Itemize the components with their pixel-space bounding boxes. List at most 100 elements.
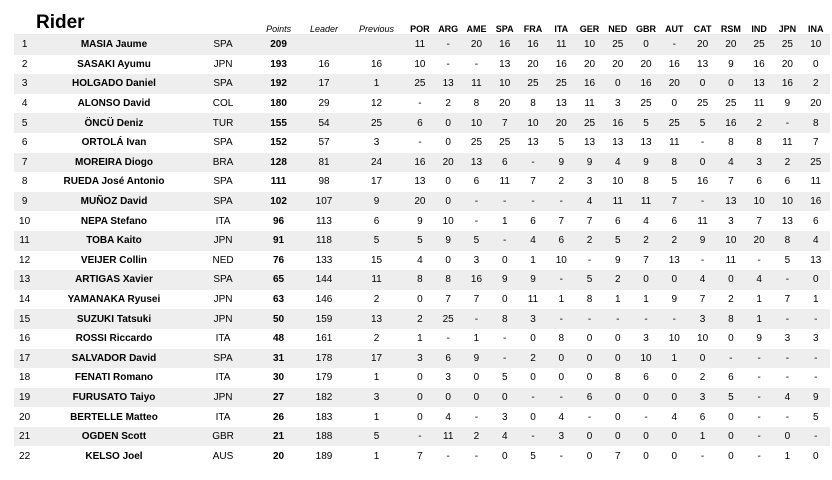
table-row[interactable]: 19 FURUSATO Taiyo JPN 27 182 3 0 0 0 0- -6 0 0 0 3 5-4 9 bbox=[14, 387, 830, 408]
leader-column-header[interactable]: Leader bbox=[300, 12, 348, 35]
race-result-cell: 0 bbox=[547, 348, 576, 369]
race-result-cell: 7 bbox=[445, 294, 451, 306]
race-column-header[interactable]: CAT bbox=[688, 12, 717, 35]
race-result-cell: 13 bbox=[640, 137, 652, 149]
previous-column-header[interactable]: Previous bbox=[347, 12, 406, 35]
race-result-cell: 4 bbox=[801, 230, 830, 251]
race-result-cell: 2 bbox=[405, 309, 435, 329]
race-column-header[interactable]: SPA bbox=[490, 12, 519, 35]
race-result-cell: 0 bbox=[417, 411, 423, 423]
race-result-cell: 25 bbox=[744, 34, 774, 55]
nationality-cell: SPA bbox=[189, 191, 257, 212]
table-row[interactable]: 3 HOLGADO Daniel SPA 192 17 1 25 13 11 10 25 25 16 0 1… bbox=[14, 74, 830, 94]
race-result-cell: 0 bbox=[417, 372, 423, 384]
race-column-header[interactable]: JPN bbox=[773, 12, 802, 35]
position-cell: 16 bbox=[19, 333, 31, 345]
race-result-cell: 9 bbox=[462, 348, 491, 369]
points-cell: 209 bbox=[256, 34, 301, 55]
table-row[interactable]: 6 ORTOLÁ Ivan SPA 152 57 3 - 0 25 25 13 5 13 13 13 11 - 8… bbox=[14, 133, 830, 153]
table-row[interactable]: 13 ARTIGAS Xavier SPA 65 144 11 8 8 16 9 9-5 2 0 0 4 0 4… bbox=[14, 270, 830, 290]
position-cell: 18 bbox=[19, 372, 31, 384]
table-row[interactable]: 15 SUZUKI Tatsuki JPN 50 159 13 2 25-8 3- - - - -3 8 1… bbox=[14, 309, 830, 329]
race-result-cell: 11 bbox=[527, 294, 539, 306]
race-result-cell: 0 bbox=[643, 450, 649, 462]
race-result-cell: - bbox=[716, 348, 745, 369]
table-row[interactable]: 16 ROSSI Riccardo ITA 48 161 2 1 - 1 - 0 8 0 0 3 10 10 0 9… bbox=[14, 329, 830, 349]
race-column-header[interactable]: AME bbox=[462, 12, 491, 35]
points-column-header[interactable]: Points bbox=[256, 12, 301, 35]
race-column-header[interactable]: IND bbox=[744, 12, 774, 35]
table-row[interactable]: 4 ALONSO David COL 180 29 12 - 2 8 20 8 13 11 3 25 0 25 2… bbox=[14, 94, 830, 114]
race-result-cell: 0 bbox=[671, 372, 678, 384]
points-cell: 193 bbox=[270, 58, 287, 70]
rider-name-cell: SASAKI Ayumu bbox=[77, 58, 151, 70]
table-row[interactable]: 17 SALVADOR David SPA 31 178 17 3 6 9-2 0 0 0 10 1 0- -… bbox=[14, 348, 830, 369]
race-result-cell: 10 bbox=[801, 34, 830, 55]
race-column-header[interactable]: NED bbox=[603, 12, 632, 35]
position-cell: 7 bbox=[14, 152, 39, 173]
race-column-header[interactable]: FRA bbox=[518, 12, 548, 35]
leader-gap-cell: 29 bbox=[318, 98, 330, 110]
race-result-cell: 13 bbox=[697, 58, 709, 70]
race-result-cell: 11 bbox=[434, 426, 463, 447]
table-row[interactable]: 2 SASAKI Ayumu JPN 193 16 16 10 - - 13 20 16 20 20 20 1… bbox=[14, 55, 830, 75]
race-result-cell: 9 bbox=[784, 98, 791, 110]
rider-column-header[interactable]: Rider bbox=[14, 12, 190, 35]
race-result-cell: 4 bbox=[744, 270, 774, 290]
nationality-cell: NED bbox=[212, 254, 234, 266]
previous-gap-cell: 1 bbox=[373, 411, 380, 423]
race-result-cell: 0 bbox=[716, 74, 745, 94]
table-row[interactable]: 1 MASIA Jaume SPA 209 11-20 16 16 11 10 25 0-20 20 2… bbox=[14, 34, 830, 55]
table-row[interactable]: 12 VEIJER Collin NED 76 133 15 4 0 3 0 1 10 - 9 7 13 - 11… bbox=[14, 251, 830, 271]
table-row[interactable]: 18 FENATI Romano ITA 30 179 1 0 3 0 5 0 0 0 8 6 0 2 6- - - bbox=[14, 368, 830, 388]
race-column-header[interactable]: AUT bbox=[660, 12, 689, 35]
race-result-cell: 16 bbox=[555, 58, 567, 70]
race-result-cell: 0 bbox=[688, 152, 717, 173]
table-row[interactable]: 14 YAMANAKA Ryusei JPN 63 146 2 0 7 7 0 11 1 8 1 1 9 7 2 1… bbox=[14, 290, 830, 310]
race-result-cell: 0 bbox=[728, 450, 734, 462]
race-result-cell: 10 bbox=[575, 34, 604, 55]
race-result-cell: 1 bbox=[530, 254, 536, 266]
race-result-cell: 13 bbox=[434, 74, 463, 94]
race-column-header[interactable]: INA bbox=[801, 12, 830, 35]
race-column-header[interactable]: GER bbox=[575, 12, 604, 35]
race-result-cell: 10 bbox=[555, 254, 567, 266]
race-result-cell: 16 bbox=[575, 74, 604, 94]
race-result-cell: 0 bbox=[603, 387, 632, 408]
points-cell: 27 bbox=[256, 387, 301, 408]
table-row[interactable]: 10 NEPA Stefano ITA 96 113 6 9 10-1 6 7 7 6 4 6 11 3 7 13… bbox=[14, 211, 830, 231]
table-row[interactable]: 7 MOREIRA Diogo BRA 128 81 24 16 20 13 6-9 9 4 9 8 0 4 3… bbox=[14, 152, 830, 173]
race-column-header[interactable]: POR bbox=[405, 12, 435, 35]
race-result-cell: 0 bbox=[688, 348, 717, 369]
table-row[interactable]: 5 ÖNCÜ Deniz TUR 155 54 25 6 0 10 7 10 20 25 16 5 25 5 16… bbox=[14, 113, 830, 133]
table-row[interactable]: 9 MUÑOZ David SPA 102 107 9 20 0- - - -4 11 11 7-13 10… bbox=[14, 191, 830, 212]
table-row[interactable]: 8 RUEDA José Antonio SPA 111 98 17 13 0 6 11 7 2 3 10… bbox=[14, 172, 830, 192]
race-result-cell: 11 bbox=[669, 137, 680, 149]
leader-gap-cell: 133 bbox=[315, 254, 333, 266]
race-result-cell: - bbox=[490, 230, 519, 251]
race-result-cell: - bbox=[490, 191, 519, 212]
race-result-cell: 25 bbox=[773, 34, 802, 55]
race-result-cell: 10 bbox=[414, 58, 426, 70]
race-result-cell: 0 bbox=[501, 254, 508, 266]
table-row[interactable]: 20 BERTELLE Matteo ITA 26 183 1 0 4 - 3 0 4 - 0 - 4 6 0 - -… bbox=[14, 407, 830, 427]
race-result-cell: - bbox=[660, 34, 689, 55]
race-column-header[interactable]: ARG bbox=[434, 12, 463, 35]
race-result-cell: 10 bbox=[744, 191, 774, 212]
table-row[interactable]: 11 TOBA Kaito JPN 91 118 5 5 9 5-4 6 2 5 2 2 9 10 20 8 4 bbox=[14, 230, 830, 251]
previous-gap-cell: 2 bbox=[373, 333, 380, 345]
race-result-cell: 0 bbox=[728, 411, 734, 423]
race-result-cell: 3 bbox=[518, 309, 548, 329]
race-result-cell: 5 bbox=[603, 230, 632, 251]
race-result-cell: 8 bbox=[586, 294, 593, 306]
race-column-header[interactable]: RSM bbox=[716, 12, 745, 35]
table-row[interactable]: 21 OGDEN Scott GBR 21 188 5-11 2 4-3 0 0 0 0 1 0-0- bbox=[14, 426, 830, 447]
race-result-cell: 8 bbox=[801, 113, 830, 133]
race-result-cell: 0 bbox=[434, 113, 463, 133]
previous-gap-cell: 15 bbox=[370, 254, 383, 266]
table-row[interactable]: 22 KELSO Joel AUS 20 189 1 7 - - 0 5 - 0 7 0 0 - 0 - 1 0 bbox=[14, 446, 830, 466]
race-result-cell: 3 bbox=[744, 152, 774, 173]
race-result-cell: 5 bbox=[462, 230, 491, 251]
race-column-header[interactable]: GBR bbox=[631, 12, 661, 35]
race-column-header[interactable]: ITA bbox=[547, 12, 576, 35]
